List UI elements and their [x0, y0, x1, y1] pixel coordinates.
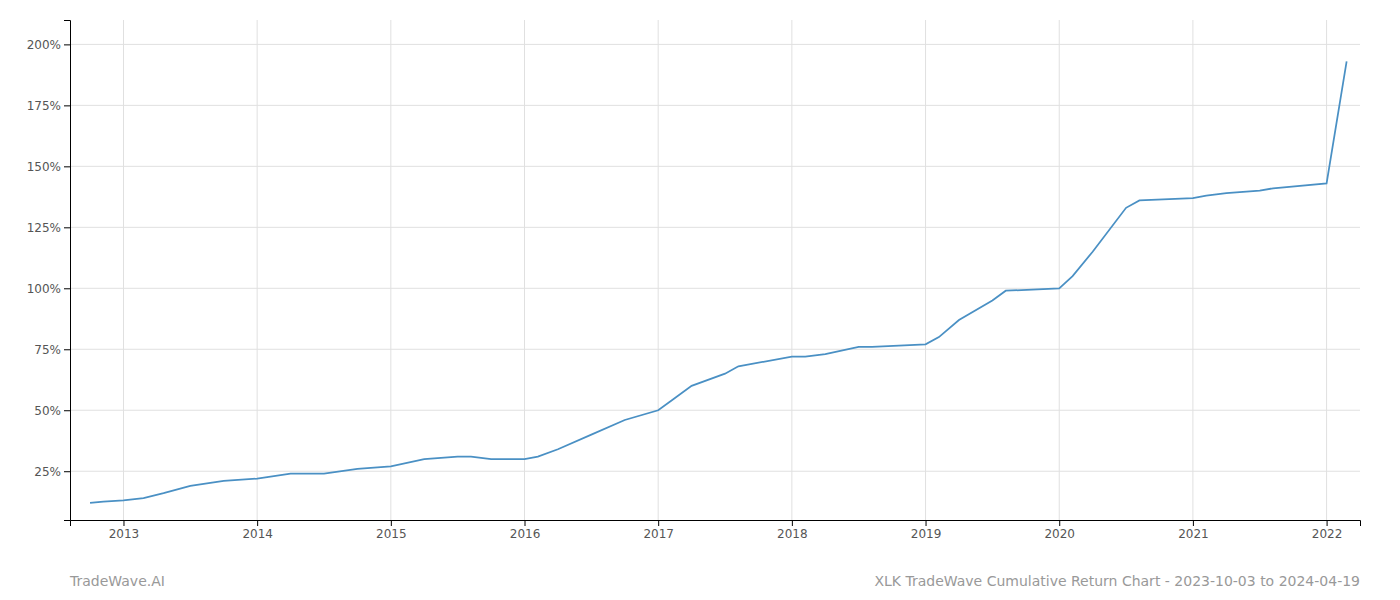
grid-line	[70, 471, 1360, 472]
grid-line	[70, 105, 1360, 106]
y-tick-mark	[64, 227, 70, 228]
title: XLK TradeWave Cumulative Return Chart - …	[874, 573, 1360, 589]
x-tick-mark	[792, 520, 793, 526]
x-tick: 2021	[1178, 520, 1209, 541]
x-tick: 2014	[242, 520, 273, 541]
grid-line	[390, 20, 391, 520]
y-axis-line	[64, 21, 71, 521]
x-tick-label: 2019	[911, 527, 942, 541]
x-tick-mark	[257, 520, 258, 526]
grid-line	[257, 20, 258, 520]
x-tick-mark	[1327, 520, 1328, 526]
x-tick: 2022	[1312, 520, 1343, 541]
line	[90, 61, 1347, 502]
x-tick-label: 2020	[1044, 527, 1075, 541]
y-tick-label: 50%	[34, 404, 61, 418]
y-tick: 150%	[27, 160, 70, 174]
x-tick-label: 2022	[1312, 527, 1343, 541]
grid-line	[70, 288, 1360, 289]
y-tick: 100%	[27, 282, 70, 296]
x-tick-label: 2016	[510, 527, 541, 541]
grid-line	[658, 20, 659, 520]
grid-line	[70, 349, 1360, 350]
y-tick-label: 75%	[34, 343, 61, 357]
y-tick-mark	[64, 410, 70, 411]
x-tick-mark	[391, 520, 392, 526]
y-tick-label: 125%	[27, 221, 61, 235]
x-tick: 2017	[643, 520, 674, 541]
grid	[70, 20, 1360, 520]
y-tick-mark	[64, 105, 70, 106]
marks	[90, 61, 1347, 502]
y-tick-mark	[64, 349, 70, 350]
grid-line	[1059, 20, 1060, 520]
plot: 2013 2014 2015 2016 2017 2018 2019 2020 2021 2022…	[27, 20, 1361, 541]
y-tick-label: 25%	[34, 465, 61, 479]
x-tick-mark	[525, 520, 526, 526]
y-tick: 125%	[27, 221, 70, 235]
x-tick: 2013	[109, 520, 140, 541]
x-tick-label: 2014	[242, 527, 273, 541]
x-tick-mark	[1193, 520, 1194, 526]
chart: 2013 2014 2015 2016 2017 2018 2019 2020 2021 2022…	[0, 0, 1400, 600]
grid-line	[123, 20, 124, 520]
watermark: TradeWave.AI	[69, 573, 165, 589]
x-tick-mark	[123, 520, 124, 526]
y-tick-mark	[64, 44, 70, 45]
y-tick-label: 150%	[27, 160, 61, 174]
x-tick-label: 2021	[1178, 527, 1209, 541]
y-tick-label: 175%	[27, 99, 61, 113]
y-tick: 50%	[34, 404, 70, 418]
x-axis-line	[71, 521, 1361, 527]
grid-line	[1326, 20, 1327, 520]
y-tick: 75%	[34, 343, 70, 357]
grid-line	[925, 20, 926, 520]
grid-line	[70, 166, 1360, 167]
x-tick-mark	[926, 520, 927, 526]
x-tick-label: 2013	[109, 527, 140, 541]
x-tick: 2018	[777, 520, 808, 541]
x-tick: 2020	[1044, 520, 1075, 541]
x-tick-mark	[658, 520, 659, 526]
y-tick-mark	[64, 166, 70, 167]
x-tick-label: 2018	[777, 527, 808, 541]
y-axis: 25% 50% 75% 100% 125% 150% 175% 200%	[27, 21, 71, 521]
x-axis: 2013 2014 2015 2016 2017 2018 2019 2020 2021 2022	[71, 520, 1361, 541]
y-tick-mark	[64, 288, 70, 289]
x-tick: 2016	[510, 520, 541, 541]
grid-line	[70, 44, 1360, 45]
grid-line	[70, 227, 1360, 228]
grid-line	[1192, 20, 1193, 520]
grid-line	[791, 20, 792, 520]
x-tick: 2015	[376, 520, 407, 541]
y-tick-label: 200%	[27, 38, 61, 52]
y-tick: 25%	[34, 465, 70, 479]
x-tick-label: 2015	[376, 527, 407, 541]
x-tick: 2019	[911, 520, 942, 541]
grid-line	[70, 410, 1360, 411]
y-tick-label: 100%	[27, 282, 61, 296]
y-tick: 175%	[27, 99, 70, 113]
y-tick: 200%	[27, 38, 70, 52]
grid-line	[524, 20, 525, 520]
y-tick-mark	[64, 471, 70, 472]
x-tick-mark	[1059, 520, 1060, 526]
x-tick-label: 2017	[643, 527, 674, 541]
